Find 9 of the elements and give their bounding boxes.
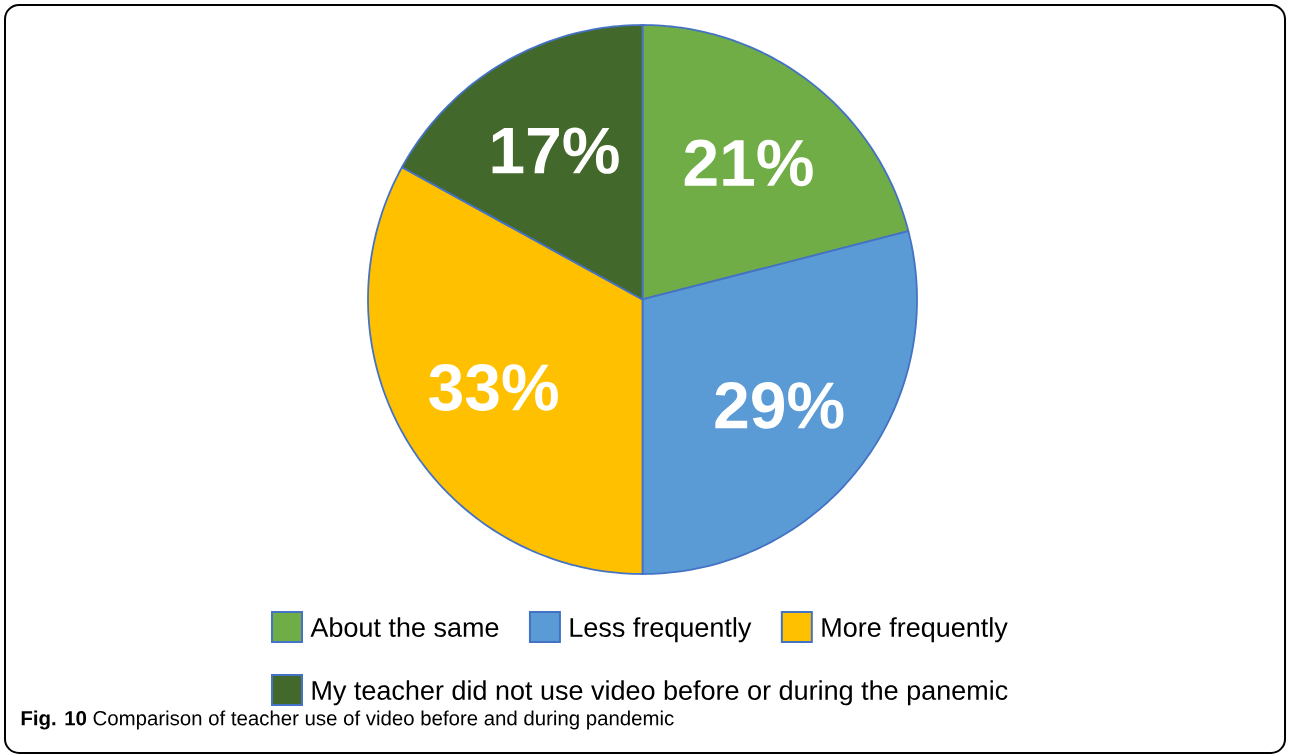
legend-label: Less frequently (570, 617, 752, 643)
legend-label: More frequently (822, 617, 1008, 643)
data-label: 21% (684, 139, 813, 187)
data-label: 29% (715, 382, 844, 429)
legend-label: My teacher did not use video before or during the panemic (312, 680, 1008, 706)
text: Fig. 10 Comparison of teacher use of video before and during pandemic (21, 710, 674, 730)
data-label: 33% (429, 364, 558, 411)
legend-label: About the same (310, 617, 499, 637)
data-label: 17% (492, 127, 619, 174)
